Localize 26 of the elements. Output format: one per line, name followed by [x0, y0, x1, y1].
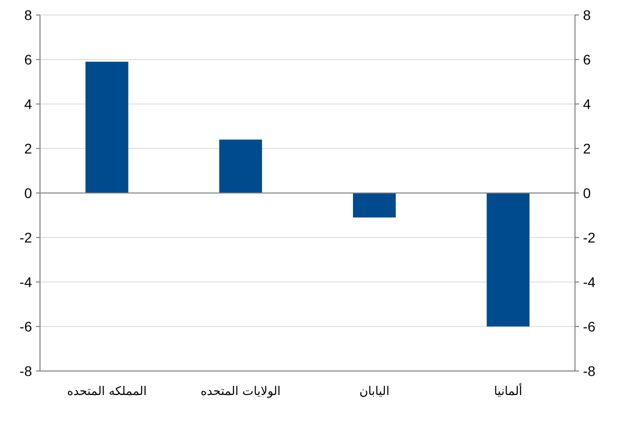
y2-tick-label: -6	[583, 318, 596, 334]
y-tick-label: 2	[24, 140, 32, 156]
y-tick-label: -4	[20, 274, 32, 290]
y-tick-label: 6	[24, 52, 32, 68]
y2-tick-label: -4	[583, 274, 596, 290]
x-tick-label: ألمانيا	[494, 383, 522, 398]
y-tick-label: -2	[20, 230, 32, 246]
y2-tick-label: 8	[583, 7, 591, 23]
y2-tick-label: 4	[583, 96, 591, 112]
bar	[219, 140, 262, 193]
y2-tick-label: 2	[583, 140, 591, 156]
y-tick-label: -8	[20, 363, 32, 379]
y2-tick-label: 6	[583, 52, 591, 68]
y-tick-label: 0	[24, 185, 32, 201]
x-tick-label: اليابان	[359, 384, 390, 398]
bar	[352, 193, 396, 218]
y-tick-label: 4	[24, 96, 32, 112]
y-tick-label: 8	[24, 7, 32, 23]
x-tick-label: الولايات المتحده	[200, 384, 281, 398]
bar	[486, 193, 530, 326]
y2-tick-label: -8	[583, 363, 596, 379]
y2-tick-label: 0	[583, 185, 591, 201]
x-tick-label: المملكه المتحده	[67, 384, 147, 398]
bar	[85, 62, 128, 193]
y-tick-label: -6	[20, 318, 32, 334]
y2-tick-label: -2	[583, 230, 596, 246]
